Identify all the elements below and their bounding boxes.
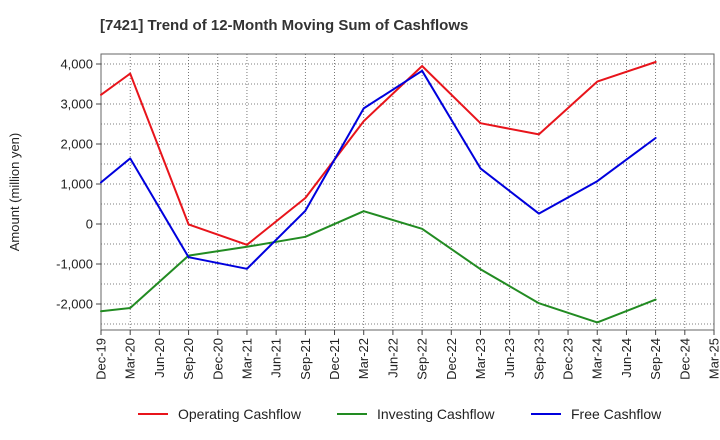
legend-label-free-cashflow: Free Cashflow bbox=[571, 406, 662, 422]
y-tick-label: -1,000 bbox=[56, 257, 93, 272]
x-tick-label: Dec-22 bbox=[444, 338, 459, 380]
y-axis-label: Amount (million yen) bbox=[7, 133, 22, 252]
series-line-operating-cashflow bbox=[100, 61, 657, 246]
x-tick-label: Dec-19 bbox=[94, 338, 109, 380]
y-tick-label: 3,000 bbox=[60, 97, 93, 112]
x-tick-label: Dec-23 bbox=[561, 338, 576, 380]
x-tick-label: Dec-20 bbox=[210, 338, 225, 380]
x-tick-label: Mar-24 bbox=[590, 338, 605, 379]
chart-title: [7421] Trend of 12-Month Moving Sum of C… bbox=[100, 17, 468, 34]
x-tick-label: Mar-25 bbox=[707, 338, 720, 379]
y-tick-label: 0 bbox=[86, 217, 93, 232]
series-line-free-cashflow bbox=[100, 69, 657, 270]
x-tick-label: Jun-21 bbox=[269, 338, 284, 378]
x-tick-label: Sep-20 bbox=[181, 338, 196, 380]
x-tick-label: Mar-22 bbox=[356, 338, 371, 379]
legend: Operating Cashflow Investing Cashflow Free… bbox=[138, 406, 662, 422]
x-tick-label: Dec-21 bbox=[327, 338, 342, 380]
x-tick-label: Jun-20 bbox=[152, 338, 167, 378]
x-tick-label: Sep-22 bbox=[415, 338, 430, 380]
x-tick-label: Sep-24 bbox=[648, 338, 663, 380]
legend-label-operating-cashflow: Operating Cashflow bbox=[178, 406, 302, 422]
series-line-investing-cashflow bbox=[100, 210, 657, 324]
gridlines bbox=[101, 54, 714, 330]
x-tick-label: Sep-21 bbox=[298, 338, 313, 380]
x-tick-label: Jun-22 bbox=[385, 338, 400, 378]
legend-label-investing-cashflow: Investing Cashflow bbox=[377, 406, 495, 422]
y-tick-label: 1,000 bbox=[60, 177, 93, 192]
x-tick-label: Mar-21 bbox=[239, 338, 254, 379]
y-tick-label: -2,000 bbox=[56, 297, 93, 312]
series-lines bbox=[100, 61, 657, 324]
x-tick-label: Mar-20 bbox=[123, 338, 138, 379]
x-tick-label: Sep-23 bbox=[531, 338, 546, 380]
x-tick-label: Jun-23 bbox=[502, 338, 517, 378]
x-tick-label: Jun-24 bbox=[619, 338, 634, 378]
axes: -2,000 -1,000 0 1,000 2,000 3,000 4,000 Dec-19 M… bbox=[56, 53, 720, 380]
plot-frame bbox=[100, 53, 715, 331]
y-tick-label: 4,000 bbox=[60, 57, 93, 72]
x-tick-label: Dec-24 bbox=[677, 338, 692, 380]
x-tick-label: Mar-23 bbox=[473, 338, 488, 379]
y-tick-label: 2,000 bbox=[60, 137, 93, 152]
